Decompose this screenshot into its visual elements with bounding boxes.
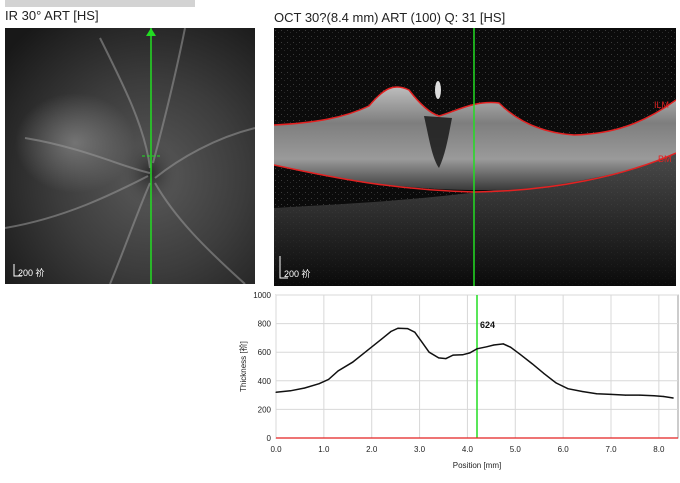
thickness-data-point: [380, 338, 382, 340]
ir-scale-bar-icon: [13, 264, 22, 277]
thickness-data-point: [653, 395, 655, 397]
thickness-chart-svg: 0 200 400 600 800 1000 0.0 1.0 2.0 3.0 4.0 5.0 6.0 7.…: [238, 291, 679, 470]
y-tick-label: 0: [267, 434, 272, 443]
thickness-data-point: [555, 382, 557, 384]
thickness-data-point: [397, 327, 399, 329]
oct-scale-label: 200 祄: [284, 268, 311, 279]
thickness-data-point: [275, 391, 277, 393]
thickness-data-point: [610, 393, 612, 395]
thickness-data-point: [352, 361, 354, 363]
thickness-data-point: [509, 346, 512, 348]
x-tick-label: 6.0: [558, 445, 570, 454]
ir-fundus-image[interactable]: 200 祄: [5, 28, 255, 284]
thickness-data-point: [663, 395, 665, 398]
oct-bscan-image[interactable]: ILM BM 200 祄: [274, 28, 676, 286]
thickness-data-point: [452, 354, 454, 356]
thickness-data-point: [639, 394, 641, 396]
thickness-data-point: [428, 351, 430, 353]
y-tick-label: 400: [258, 377, 272, 386]
x-axis-label: Position [mm]: [453, 461, 501, 470]
x-tick-label: 4.0: [462, 445, 474, 454]
thickness-data-point: [581, 390, 583, 393]
thickness-data-point: [445, 358, 447, 360]
y-axis-label: Thickness [祄]: [238, 341, 248, 392]
y-tick-label: 600: [258, 348, 272, 357]
thickness-data-point: [366, 350, 368, 352]
x-tick-label: 7.0: [605, 445, 617, 454]
cursor-value-label: 624: [480, 320, 495, 330]
optic-cup-shadow: [424, 116, 452, 168]
y-tick-label: 1000: [253, 291, 271, 300]
thickness-data-point: [672, 397, 674, 399]
thickness-data-point: [502, 343, 504, 345]
oct-image-title: OCT 30?(8.4 mm) ART (100) Q: 31 [HS]: [274, 10, 506, 25]
thickness-data-point: [531, 363, 533, 365]
thickness-data-point: [462, 354, 464, 356]
ir-fundus-svg: [5, 28, 255, 284]
choroid-layer: [274, 153, 676, 286]
thickness-data-point: [486, 346, 488, 348]
oct-bscan-svg: ILM BM 200 祄: [274, 28, 676, 286]
x-tick-label: 5.0: [510, 445, 522, 454]
bm-label: BM: [658, 154, 672, 164]
x-tick-label: 2.0: [366, 445, 378, 454]
thickness-data-point: [493, 344, 495, 346]
retina-layer: [274, 86, 676, 191]
thickness-profile-chart[interactable]: 0 200 400 600 800 1000 0.0 1.0 2.0 3.0 4.0 5.0 6.0 7.…: [234, 288, 680, 478]
y-tick-label: 200: [258, 405, 272, 414]
thickness-data-point: [596, 393, 598, 395]
thickness-data-point: [438, 357, 440, 359]
ir-scale-label: 200 祄: [18, 268, 45, 278]
oct-scale-bar-icon: [279, 256, 288, 279]
thickness-data-point: [421, 341, 423, 343]
bright-patch: [15, 93, 135, 193]
vitreous-floater: [435, 81, 441, 99]
scan-direction-arrow-icon: [146, 28, 156, 36]
thickness-data-point: [476, 348, 478, 350]
thickness-series-line: [275, 327, 674, 399]
ilm-boundary-line: [274, 86, 676, 136]
thickness-data-point: [328, 378, 330, 380]
ir-image-title: IR 30° ART [HS]: [5, 8, 99, 23]
thickness-data-point: [543, 373, 545, 375]
redacted-patient-info: [5, 0, 195, 7]
x-tick-label: 3.0: [414, 445, 426, 454]
thickness-data-point: [390, 330, 392, 333]
thickness-data-point: [519, 353, 521, 355]
thickness-data-point: [337, 370, 339, 372]
thickness-data-point: [289, 390, 291, 392]
thickness-data-point: [624, 394, 626, 396]
ilm-label: ILM: [654, 100, 669, 110]
thickness-data-point: [414, 331, 416, 333]
x-tick-label: 0.0: [270, 445, 282, 454]
thickness-data-point: [469, 352, 471, 354]
thickness-data-point: [304, 387, 306, 389]
thickness-data-point: [407, 328, 409, 330]
x-tick-label: 1.0: [318, 445, 330, 454]
thickness-data-point: [318, 383, 320, 385]
retinal-vessels: [5, 28, 255, 284]
y-tick-label: 800: [258, 320, 272, 329]
x-tick-label: 8.0: [653, 445, 665, 454]
thickness-data-point: [567, 388, 569, 390]
